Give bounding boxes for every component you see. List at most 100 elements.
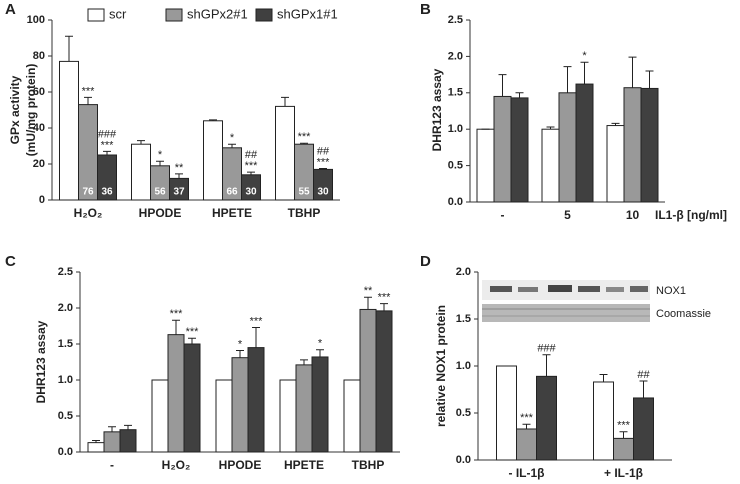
bar bbox=[558, 92, 577, 203]
blot-label: NOX1 bbox=[656, 285, 686, 297]
y-tick-label: 100 bbox=[27, 14, 45, 26]
x-tick-label: - IL-1β bbox=[509, 466, 545, 480]
y-tick-label: 0.0 bbox=[58, 446, 73, 458]
error-bar bbox=[611, 122, 620, 126]
significance-label: *** bbox=[101, 139, 115, 151]
y-tick-label: 1.0 bbox=[448, 123, 463, 135]
y-tick-label: 2.5 bbox=[448, 14, 463, 26]
error-bar bbox=[92, 439, 100, 443]
error-bar bbox=[124, 424, 132, 430]
y-axis-label: (mU/mg protein) bbox=[24, 64, 38, 157]
bar bbox=[493, 95, 512, 203]
bar bbox=[640, 87, 659, 203]
error-bar bbox=[228, 143, 236, 148]
bar bbox=[311, 356, 329, 453]
y-tick-label: 40 bbox=[33, 122, 45, 134]
x-tick-label: TBHP bbox=[352, 458, 385, 472]
bar bbox=[247, 347, 265, 453]
bar bbox=[131, 143, 151, 201]
error-bar bbox=[84, 96, 92, 105]
significance-label: *** bbox=[617, 420, 631, 432]
bar bbox=[593, 381, 614, 461]
bar bbox=[167, 334, 185, 453]
legend-label: scr bbox=[109, 6, 127, 21]
bar bbox=[343, 379, 361, 453]
significance-label: * bbox=[318, 338, 323, 350]
y-tick-label: 0.0 bbox=[456, 454, 471, 466]
bar-inner-label: 66 bbox=[226, 187, 238, 198]
bar bbox=[119, 429, 137, 453]
bar bbox=[231, 357, 249, 453]
x-tick-label: HPODE bbox=[139, 206, 182, 220]
x-tick-label: TBHP bbox=[288, 206, 321, 220]
error-bar bbox=[137, 140, 145, 145]
error-bar bbox=[628, 56, 637, 88]
significance-label: * bbox=[158, 149, 163, 161]
y-tick-label: 0.5 bbox=[448, 160, 463, 172]
panel-label: B bbox=[420, 1, 431, 18]
error-bar bbox=[300, 359, 308, 365]
bar bbox=[623, 87, 642, 203]
x-tick-label: HPODE bbox=[219, 458, 262, 472]
y-axis-label: relative NOX1 protein bbox=[434, 305, 448, 427]
bar bbox=[606, 125, 625, 203]
significance-label: ## bbox=[245, 149, 258, 161]
y-tick-label: 60 bbox=[33, 86, 45, 98]
error-bar bbox=[619, 431, 628, 439]
panel-label: D bbox=[420, 253, 431, 270]
significance-label: *** bbox=[378, 292, 392, 304]
bar bbox=[510, 97, 529, 203]
bar bbox=[541, 128, 560, 203]
x-tick-label: - bbox=[501, 208, 505, 222]
bar bbox=[103, 431, 121, 453]
bar bbox=[536, 375, 557, 461]
y-tick-label: 2.0 bbox=[448, 50, 463, 62]
legend-label: shGPx2#1 bbox=[187, 6, 248, 21]
y-tick-label: 1.5 bbox=[58, 338, 73, 350]
significance-label: ## bbox=[637, 369, 650, 381]
error-bar bbox=[645, 70, 654, 89]
significance-label: * bbox=[238, 338, 243, 350]
y-tick-label: 1.0 bbox=[456, 360, 471, 372]
significance-label: *** bbox=[520, 412, 534, 424]
y-tick-label: 2.0 bbox=[456, 266, 471, 278]
x-tick-label: 10 bbox=[626, 208, 640, 222]
bar bbox=[496, 365, 517, 461]
bar-inner-label: 55 bbox=[298, 187, 310, 198]
error-bar bbox=[515, 92, 524, 98]
error-bar bbox=[175, 173, 183, 179]
significance-label: ### bbox=[537, 343, 556, 355]
y-axis-label: DHR123 assay bbox=[34, 320, 48, 403]
bar bbox=[59, 60, 79, 201]
error-bar bbox=[209, 119, 217, 121]
y-tick-label: 80 bbox=[33, 50, 45, 62]
significance-label: ### bbox=[98, 128, 117, 140]
x-tick-label: - bbox=[110, 458, 114, 472]
bar bbox=[476, 128, 495, 203]
panel-label: C bbox=[5, 253, 16, 270]
significance-label: *** bbox=[186, 326, 200, 338]
bar bbox=[295, 364, 313, 453]
bar bbox=[183, 343, 201, 453]
bar bbox=[516, 428, 537, 461]
error-bar bbox=[542, 354, 551, 377]
y-tick-label: 20 bbox=[33, 158, 45, 170]
bar bbox=[151, 379, 169, 453]
significance-label: ** bbox=[364, 285, 373, 297]
significance-label: *** bbox=[250, 315, 264, 327]
blot bbox=[482, 280, 650, 322]
y-tick-label: 1.5 bbox=[448, 87, 463, 99]
error-bar bbox=[281, 96, 289, 107]
x-tick-label: H₂O₂ bbox=[74, 206, 103, 220]
error-bar bbox=[319, 168, 327, 170]
y-tick-label: 1.5 bbox=[456, 313, 471, 325]
error-bar bbox=[599, 373, 608, 382]
legend-swatch bbox=[165, 8, 183, 22]
error-bar bbox=[546, 126, 555, 130]
error-bar bbox=[498, 74, 507, 97]
error-bar bbox=[300, 142, 308, 145]
error-bar bbox=[65, 35, 73, 62]
y-tick-label: 0 bbox=[39, 194, 45, 206]
bar-inner-label: 36 bbox=[101, 187, 113, 198]
